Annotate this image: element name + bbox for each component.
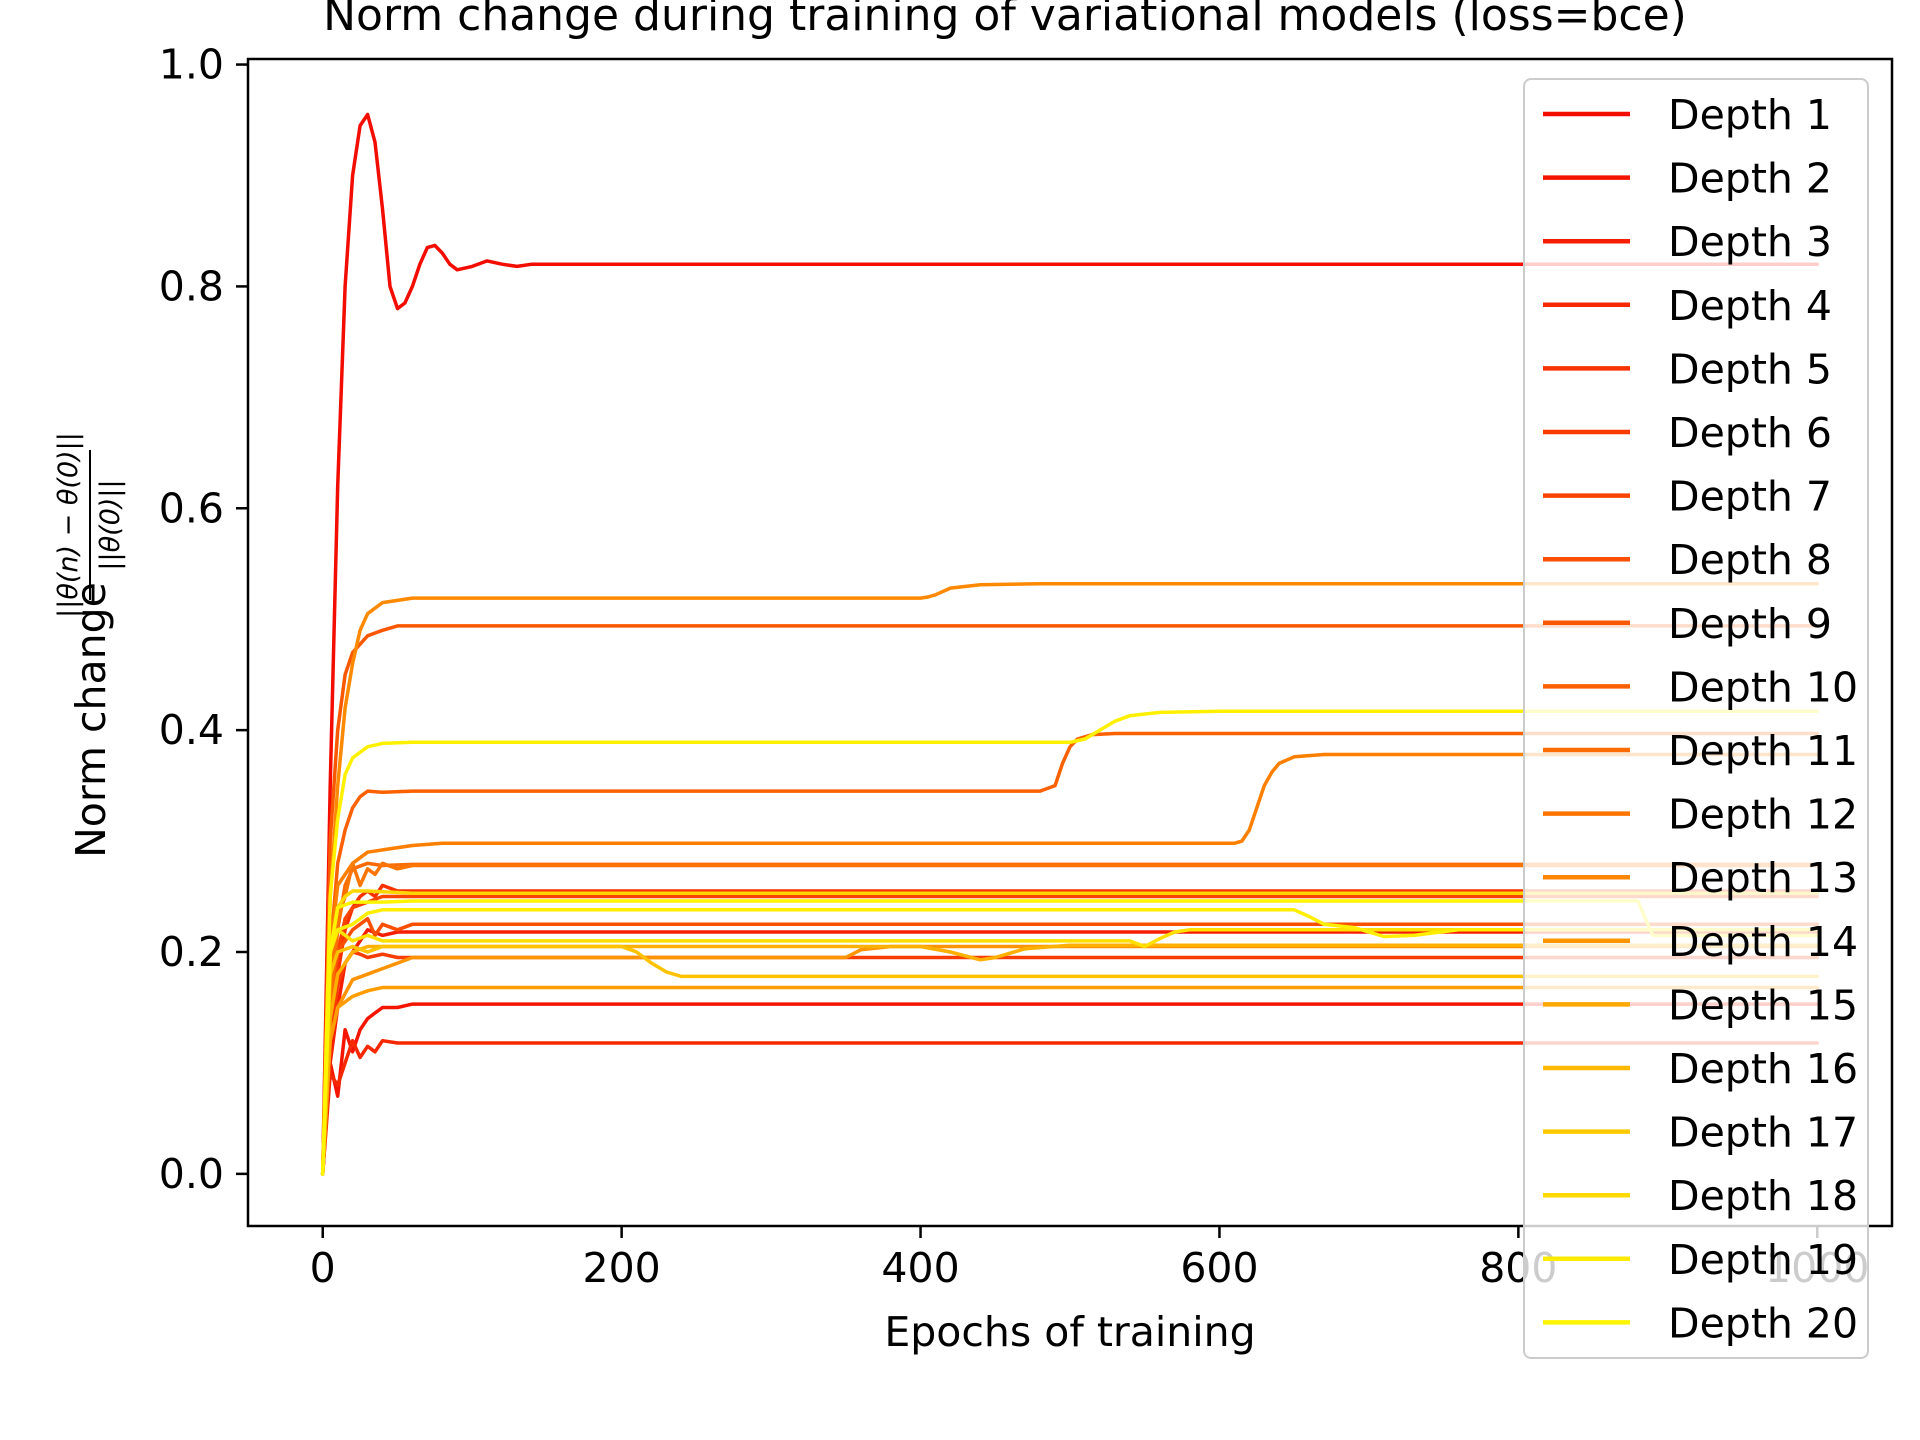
legend-label-19: Depth 19 (1668, 1236, 1858, 1284)
y-tick-label-0.8: 0.8 (159, 262, 224, 310)
x-tick-label-0: 0 (310, 1244, 336, 1292)
x-tick-label-600: 600 (1180, 1244, 1258, 1292)
series-line-6 (320, 950, 1820, 1176)
y-axis-label-prefix: Norm change (67, 582, 115, 858)
series-line-16 (320, 985, 1820, 1176)
legend-label-3: Depth 3 (1668, 218, 1832, 266)
series-line-21 (320, 908, 1820, 1176)
legend-label-17: Depth 17 (1668, 1109, 1858, 1157)
legend-label-8: Depth 8 (1668, 536, 1832, 584)
y-axis: 0.0 0.2 0.4 0.6 0.8 1.0 (159, 41, 248, 1198)
y-axis-label-denominator: ||θ(0)|| (95, 479, 126, 570)
legend-label-15: Depth 15 (1668, 981, 1858, 1029)
series-line-4 (320, 1038, 1820, 1176)
legend-label-13: Depth 13 (1668, 854, 1858, 902)
legend-label-12: Depth 12 (1668, 791, 1858, 839)
y-tick-label-0.6: 0.6 (159, 484, 224, 532)
x-tick-label-400: 400 (881, 1244, 959, 1292)
series-line-1 (320, 112, 1820, 1176)
legend-label-16: Depth 16 (1668, 1045, 1858, 1093)
legend-label-20: Depth 20 (1668, 1299, 1858, 1347)
series-line-2 (320, 1002, 1820, 1176)
y-tick-label-0.0: 0.0 (159, 1150, 224, 1198)
y-axis-label: Norm change ||θ(n) − θ(0)|| ||θ(0)|| (53, 432, 126, 858)
legend-label-5: Depth 5 (1668, 345, 1832, 393)
series-line-10 (320, 731, 1820, 1176)
legend-label-1: Depth 1 (1668, 91, 1832, 139)
legend-label-9: Depth 9 (1668, 600, 1832, 648)
x-axis-label: Epochs of training (884, 1308, 1255, 1356)
plot-frame (246, 57, 1894, 1228)
series-line-17 (320, 943, 1820, 1176)
y-tick-label-0.2: 0.2 (159, 928, 224, 976)
legend-box (1523, 78, 1869, 1359)
chart-title: Norm change during training of variation… (323, 0, 1687, 41)
legend-label-18: Depth 18 (1668, 1172, 1858, 1220)
series-line-14 (320, 581, 1820, 1176)
y-tick-label-0.4: 0.4 (159, 706, 224, 754)
legend-label-14: Depth 14 (1668, 918, 1858, 966)
legend-label-6: Depth 6 (1668, 409, 1832, 457)
series-line-18 (320, 944, 1820, 1176)
legend-label-2: Depth 2 (1668, 155, 1832, 203)
series-line-22 (320, 709, 1820, 1176)
plot-series (320, 112, 1820, 1176)
series-line-13 (320, 752, 1820, 1176)
legend: Depth 1 Depth 2 Depth 3 Depth 4 Depth 5 Depth… (1523, 78, 1869, 1359)
legend-label-11: Depth 11 (1668, 727, 1858, 775)
legend-entries: Depth 1 Depth 2 Depth 3 Depth 4 Depth 5 Depth… (1543, 91, 1858, 1347)
y-axis-label-numerator: ||θ(n) − θ(0)|| (53, 432, 84, 618)
legend-label-7: Depth 7 (1668, 473, 1832, 521)
y-tick-label-1.0: 1.0 (159, 41, 224, 89)
x-tick-label-200: 200 (583, 1244, 661, 1292)
series-line-9 (320, 624, 1820, 1176)
legend-label-4: Depth 4 (1668, 282, 1832, 330)
legend-label-10: Depth 10 (1668, 663, 1858, 711)
